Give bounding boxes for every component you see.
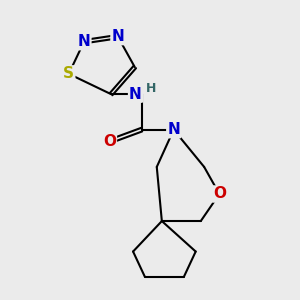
Text: N: N xyxy=(129,87,142,102)
Text: N: N xyxy=(167,122,180,137)
Text: O: O xyxy=(103,134,116,149)
Text: N: N xyxy=(78,34,90,49)
Text: H: H xyxy=(146,82,156,94)
Text: N: N xyxy=(112,29,124,44)
Text: O: O xyxy=(213,187,226,202)
Text: S: S xyxy=(63,66,74,81)
